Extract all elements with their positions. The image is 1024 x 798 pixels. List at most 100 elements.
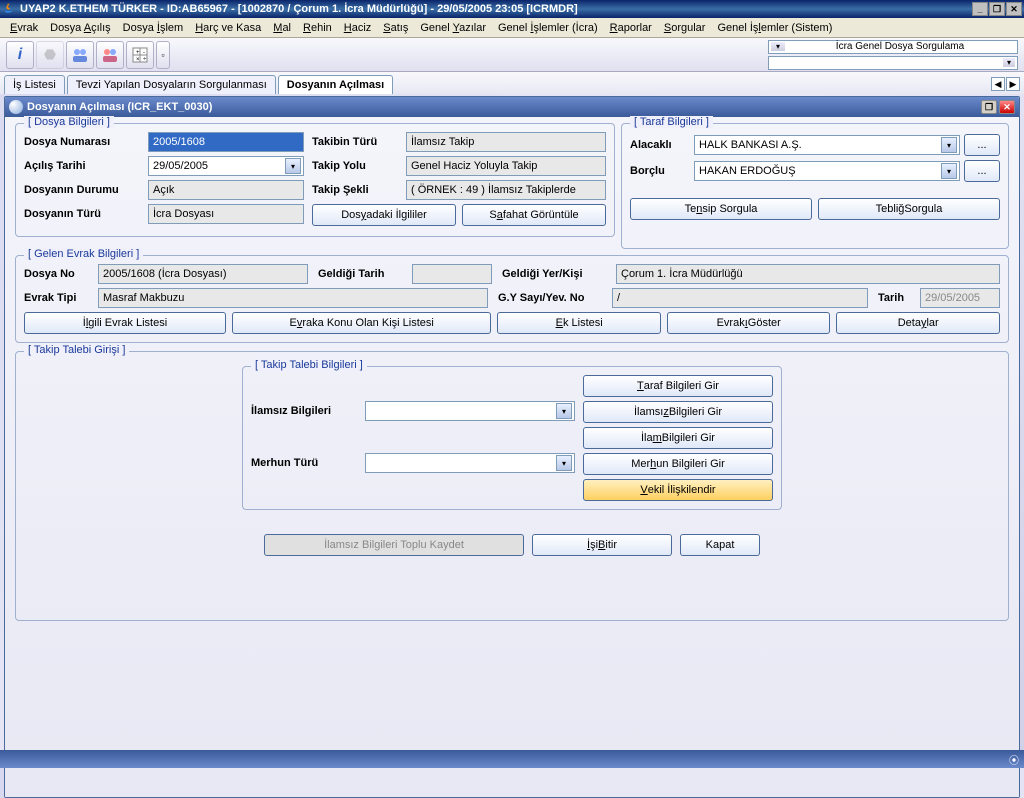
gelen-tarih-label: Geldiği Tarih [318,268,408,280]
close-button[interactable]: ✕ [1006,2,1022,16]
ilamsiz-select[interactable]: ▾ [365,401,575,421]
kapat-button[interactable]: Kapat [680,534,760,556]
takip-talebi-inner-title: [ Takip Talebi Bilgileri ] [251,359,367,371]
teblig-button[interactable]: Tebliğ Sorgula [818,198,1000,220]
inner-window-icon [9,100,23,114]
evrak-tipi-label: Evrak Tipi [24,292,94,304]
menu-satis[interactable]: Satış [377,20,414,36]
dosya-no-label: Dosya Numarası [24,136,144,148]
tab-is-listesi[interactable]: İş Listesi [4,75,65,94]
toplu-kaydet-button: İlamsız Bilgileri Toplu Kaydet [264,534,524,556]
svg-text:+: + [136,50,140,56]
borclu-label: Borçlu [630,165,690,177]
tarih2-label: Tarih [878,292,916,304]
menu-genel-islemler-icra[interactable]: Genel İşlemler (İcra) [492,20,604,36]
gy-sayi-field[interactable]: / [612,288,868,308]
inner-title: Dosyanın Açılması (ICR_EKT_0030) [27,101,212,113]
tur-field[interactable]: İcra Dosyası [148,204,304,224]
tab-next-button[interactable]: ▶ [1006,77,1020,91]
acilis-field[interactable]: 29/05/2005▾ [148,156,304,176]
titlebar: UYAP2 K.ETHEM TÜRKER - ID:AB65967 - [100… [0,0,1024,18]
tabs-row: İş Listesi Tevzi Yapılan Dosyaların Sorg… [0,72,1024,94]
gelen-title: [ Gelen Evrak Bilgileri ] [24,248,143,260]
menu-mal[interactable]: Mal [267,20,297,36]
menu-genel-islemler-sistem[interactable]: Genel İşlemler (Sistem) [711,20,838,36]
inner-titlebar: Dosyanın Açılması (ICR_EKT_0030) ❐ ✕ [5,97,1019,117]
top-combo-label: İcra Genel Dosya Sorgulama [785,41,1015,52]
tool-small-button[interactable]: ▫ [156,41,170,69]
takip-sekli-label: Takip Şekli [312,184,402,196]
tab-prev-button[interactable]: ◀ [991,77,1005,91]
dosya-bilgileri-title: [ Dosya Bilgileri ] [24,116,114,128]
svg-text:×: × [136,57,140,63]
takip-yolu-field[interactable]: Genel Haciz Yoluyla Takip [406,156,606,176]
menu-evrak[interactable]: Evrak [4,20,44,36]
menu-harc[interactable]: Harç ve Kasa [189,20,267,36]
alacakli-dots-button[interactable]: ... [964,134,1000,156]
inner-restore-button[interactable]: ❐ [981,100,997,114]
gy-sayi-label: G.Y Sayı/Yev. No [498,292,608,304]
takibin-field[interactable]: İlamsız Takip [406,132,606,152]
window-title: UYAP2 K.ETHEM TÜRKER - ID:AB65967 - [100… [20,3,972,15]
inner-body: [ Dosya Bilgileri ] Dosya Numarası 2005/1… [5,117,1019,797]
tool-calc-button[interactable]: +-×÷ [126,41,154,69]
toolbar: i ⬣ +-×÷ ▫ ▾İcra Genel Dosya Sorgulama ▾ [0,38,1024,72]
statusbar: ⦿ [0,750,1024,768]
merhun-select[interactable]: ▾ [365,453,575,473]
tarih2-field[interactable]: 29/05/2005 [920,288,1000,308]
tab-tevzi[interactable]: Tevzi Yapılan Dosyaların Sorgulanması [67,75,276,94]
evrak-tipi-field[interactable]: Masraf Makbuzu [98,288,488,308]
safahat-button[interactable]: Safahat Görüntüle [462,204,606,226]
tool-stop-button: ⬣ [36,41,64,69]
menu-dosya-islem[interactable]: Dosya İşlem [117,20,190,36]
evraka-konu-button[interactable]: Evraka Konu Olan Kişi Listesi [232,312,491,334]
takip-talebi-title: [ Takip Talebi Girişi ] [24,344,129,356]
dosyadaki-ilgililer-button[interactable]: Dosyadaki İlgililer [312,204,456,226]
menu-haciz[interactable]: Haciz [338,20,378,36]
menu-raporlar[interactable]: Raporlar [604,20,658,36]
svg-text:-: - [143,50,145,56]
maximize-button[interactable]: ❐ [989,2,1005,16]
tool-info-button[interactable]: i [6,41,34,69]
takip-yolu-label: Takip Yolu [312,160,402,172]
durum-field[interactable]: Açık [148,180,304,200]
gelen-tarih-field[interactable] [412,264,492,284]
ilamsiz-gir-button[interactable]: İlamsız Bilgileri Gir [583,401,773,423]
menu-genel-yazilar[interactable]: Genel Yazılar [414,20,492,36]
isi-bitir-button[interactable]: İşi Bitir [532,534,672,556]
alacakli-select[interactable]: HALK BANKASI A.Ş.▾ [694,135,960,155]
detaylar-button[interactable]: Detaylar [836,312,1000,334]
menu-rehin[interactable]: Rehin [297,20,338,36]
alacakli-label: Alacaklı [630,139,690,151]
tensip-button[interactable]: Tensip Sorgula [630,198,812,220]
dosya-no-field[interactable]: 2005/1608 [148,132,304,152]
durum-label: Dosyanın Durumu [24,184,144,196]
ilgili-evrak-button[interactable]: İlgili Evrak Listesi [24,312,226,334]
ilam-gir-button[interactable]: İlam Bilgileri Gir [583,427,773,449]
menubar: Evrak Dosya Açılış Dosya İşlem Harç ve K… [0,18,1024,38]
inner-window: Dosyanın Açılması (ICR_EKT_0030) ❐ ✕ [ D… [4,96,1020,798]
gelen-dosyano-label: Dosya No [24,268,94,280]
tool-users2-button[interactable] [96,41,124,69]
status-grip-icon: ⦿ [1004,751,1024,767]
ilamsiz-label: İlamsız Bilgileri [251,405,361,417]
merhun-gir-button[interactable]: Merhun Bilgileri Gir [583,453,773,475]
minimize-button[interactable]: _ [972,2,988,16]
top-combo-button[interactable]: ▾İcra Genel Dosya Sorgulama [768,40,1018,54]
ek-listesi-button[interactable]: Ek Listesi [497,312,661,334]
gelen-dosyano-field[interactable]: 2005/1608 (İcra Dosyası) [98,264,308,284]
menu-sorgular[interactable]: Sorgular [658,20,712,36]
tab-dosyanin-acilmasi[interactable]: Dosyanın Açılması [278,75,393,94]
gelen-yer-label: Geldiği Yer/Kişi [502,268,612,280]
menu-dosya-acilis[interactable]: Dosya Açılış [44,20,117,36]
tool-users1-button[interactable] [66,41,94,69]
vekil-button[interactable]: Vekil İlişkilendir [583,479,773,501]
evraki-goster-button[interactable]: Evrakı Göster [667,312,831,334]
borclu-select[interactable]: HAKAN ERDOĞUŞ▾ [694,161,960,181]
borclu-dots-button[interactable]: ... [964,160,1000,182]
inner-close-button[interactable]: ✕ [999,100,1015,114]
takip-sekli-field[interactable]: ( ÖRNEK : 49 ) İlamsız Takiplerde [406,180,606,200]
gelen-yer-field[interactable]: Çorum 1. İcra Müdürlüğü [616,264,1000,284]
taraf-gir-button[interactable]: Taraf Bilgileri Gir [583,375,773,397]
top-combo-select[interactable]: ▾ [768,56,1018,70]
